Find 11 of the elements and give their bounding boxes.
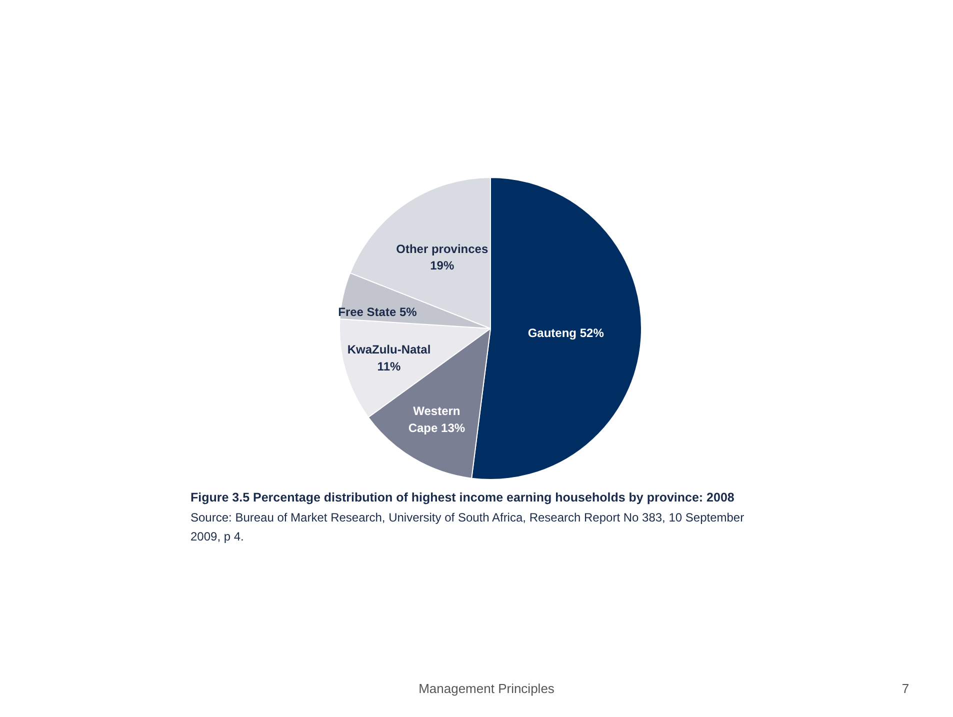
slice-label: Western Cape 13% — [408, 404, 466, 435]
slice-label: Free State 5% — [338, 305, 418, 320]
slice-label: KwaZulu-Natal — [347, 342, 431, 357]
text: Figure 3.5 Percentage distribution of highest income earning households by province: 2008 — [190, 490, 734, 504]
data-label: 19% — [430, 258, 454, 273]
text: Management Principles — [418, 681, 555, 696]
slice-label: Other provinces — [396, 242, 488, 256]
slice-label: Gauteng 52% — [528, 326, 604, 340]
text: 7 — [902, 681, 910, 696]
source-note: Source: Bureau of Market Research, University of South Africa, Research Report No 383, 10 September 2009, p 4. — [190, 510, 744, 544]
data-label: 11% — [377, 359, 402, 374]
